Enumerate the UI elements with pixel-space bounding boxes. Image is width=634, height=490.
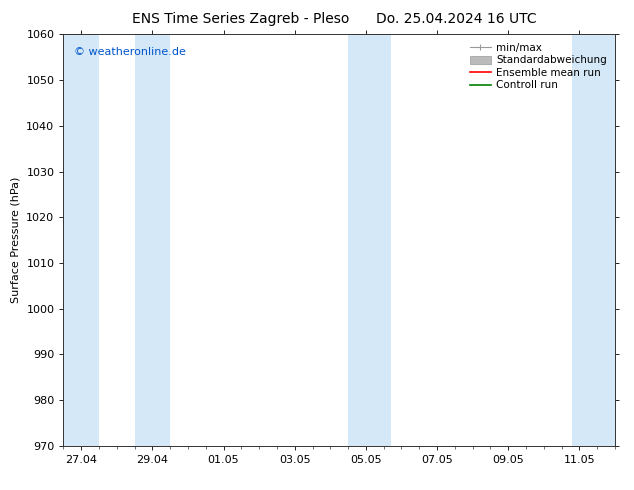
Text: Do. 25.04.2024 16 UTC: Do. 25.04.2024 16 UTC	[376, 12, 537, 26]
Bar	[348, 34, 391, 446]
Text: ENS Time Series Zagreb - Pleso: ENS Time Series Zagreb - Pleso	[133, 12, 349, 26]
Y-axis label: Surface Pressure (hPa): Surface Pressure (hPa)	[11, 177, 21, 303]
Bar	[134, 34, 170, 446]
Bar	[573, 34, 615, 446]
Bar	[63, 34, 99, 446]
Text: © weatheronline.de: © weatheronline.de	[74, 47, 186, 57]
Legend: min/max, Standardabweichung, Ensemble mean run, Controll run: min/max, Standardabweichung, Ensemble me…	[467, 40, 610, 94]
